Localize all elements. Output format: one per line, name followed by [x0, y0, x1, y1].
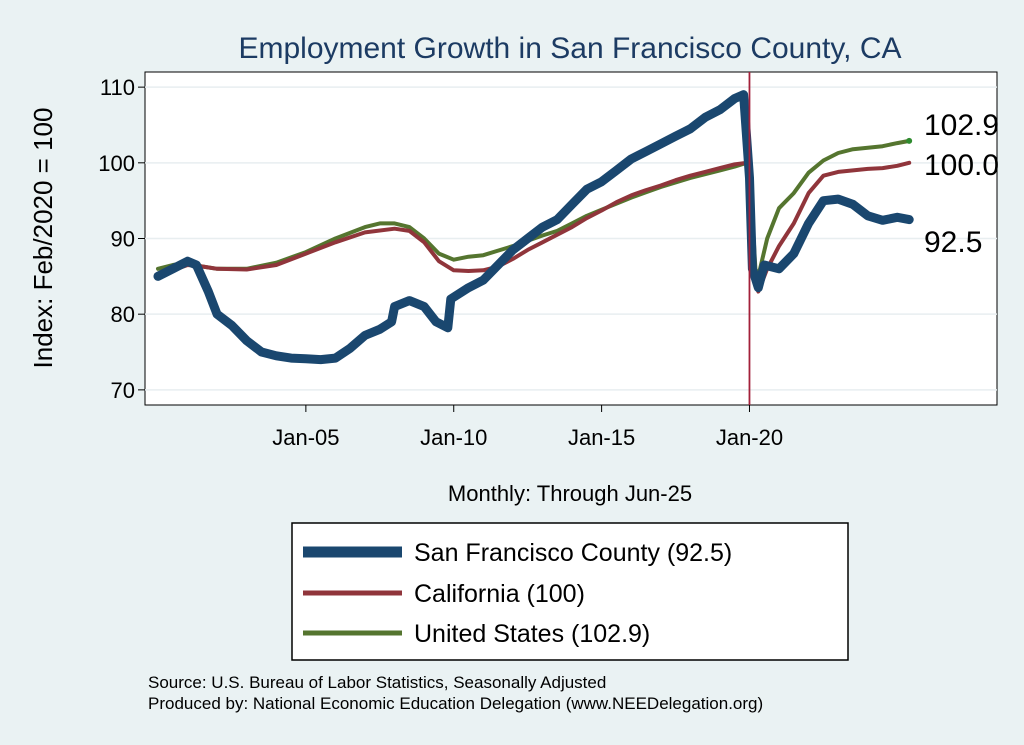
y-axis-label: Index: Feb/2020 = 100 — [28, 108, 58, 369]
series-line-san-francisco — [153, 90, 914, 365]
source-note: Source: U.S. Bureau of Labor Statistics,… — [148, 673, 606, 692]
x-axis-label: Monthly: Through Jun-25 — [448, 481, 692, 506]
y-tick-label: 70 — [111, 378, 135, 403]
legend: San Francisco County (92.5) California (… — [291, 522, 849, 661]
y-tick-label: 80 — [111, 302, 135, 327]
axes: 70 80 90 100 110 Jan-05 Jan-10 Jan-15 Jan-20 — [98, 75, 783, 450]
end-label-san-francisco: 92.5 — [924, 226, 982, 259]
end-labels: 102.9 100.0 92.5 — [924, 109, 999, 259]
x-tick-label: Jan-05 — [272, 425, 339, 450]
series-line-california — [156, 160, 912, 294]
x-tick-label: Jan-20 — [716, 425, 783, 450]
series-lines — [153, 90, 914, 365]
gridlines — [145, 86, 997, 391]
y-tick-label: 100 — [98, 151, 135, 176]
end-marker-us — [906, 137, 913, 144]
end-label-california: 100.0 — [924, 149, 999, 182]
legend-label-us: United States (102.9) — [414, 620, 650, 648]
x-tick-label: Jan-15 — [568, 425, 635, 450]
x-tick-label: Jan-10 — [420, 425, 487, 450]
y-tick-label: 90 — [111, 227, 135, 252]
chart-title: Employment Growth in San Francisco Count… — [238, 32, 901, 65]
legend-label-california: California (100) — [414, 580, 585, 608]
end-label-us: 102.9 — [924, 109, 999, 142]
y-tick-label: 110 — [100, 75, 135, 100]
legend-label-san-francisco: San Francisco County (92.5) — [414, 539, 732, 567]
produced-by-note: Produced by: National Economic Education… — [148, 694, 763, 713]
